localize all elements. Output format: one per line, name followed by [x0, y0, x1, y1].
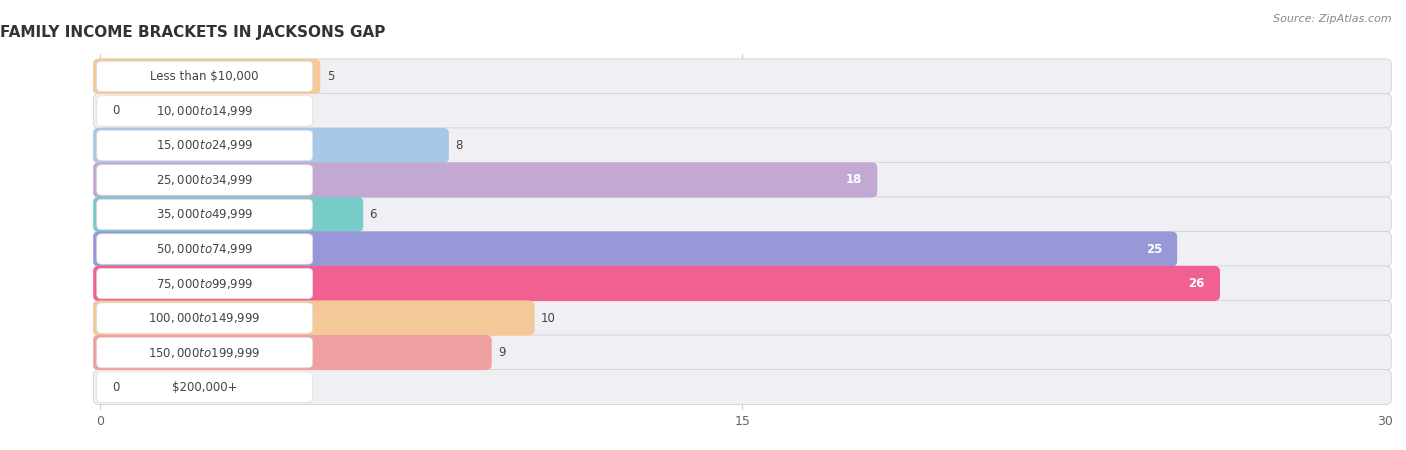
Text: 8: 8	[456, 139, 463, 152]
FancyBboxPatch shape	[93, 231, 1177, 266]
Text: Source: ZipAtlas.com: Source: ZipAtlas.com	[1274, 14, 1392, 23]
FancyBboxPatch shape	[93, 369, 1392, 405]
Text: Less than $10,000: Less than $10,000	[150, 70, 259, 83]
Text: $15,000 to $24,999: $15,000 to $24,999	[156, 139, 253, 153]
Text: $75,000 to $99,999: $75,000 to $99,999	[156, 276, 253, 291]
FancyBboxPatch shape	[93, 93, 1392, 129]
FancyBboxPatch shape	[93, 197, 1392, 232]
Text: 26: 26	[1188, 277, 1205, 290]
FancyBboxPatch shape	[97, 96, 312, 126]
FancyBboxPatch shape	[93, 335, 1392, 370]
Text: 5: 5	[326, 70, 335, 83]
Text: $10,000 to $14,999: $10,000 to $14,999	[156, 104, 253, 118]
Text: 0: 0	[112, 381, 120, 394]
FancyBboxPatch shape	[97, 61, 312, 92]
FancyBboxPatch shape	[97, 199, 312, 230]
FancyBboxPatch shape	[97, 372, 312, 402]
FancyBboxPatch shape	[93, 162, 877, 198]
Text: $35,000 to $49,999: $35,000 to $49,999	[156, 207, 253, 221]
FancyBboxPatch shape	[93, 266, 1392, 301]
FancyBboxPatch shape	[93, 128, 1392, 163]
FancyBboxPatch shape	[93, 59, 321, 94]
Text: FAMILY INCOME BRACKETS IN JACKSONS GAP: FAMILY INCOME BRACKETS IN JACKSONS GAP	[0, 25, 385, 40]
FancyBboxPatch shape	[97, 234, 312, 264]
FancyBboxPatch shape	[97, 130, 312, 161]
FancyBboxPatch shape	[93, 231, 1392, 266]
Text: $25,000 to $34,999: $25,000 to $34,999	[156, 173, 253, 187]
Text: 18: 18	[846, 174, 862, 186]
FancyBboxPatch shape	[93, 301, 1392, 336]
Text: $200,000+: $200,000+	[172, 381, 238, 394]
Text: 25: 25	[1146, 243, 1163, 256]
Text: $150,000 to $199,999: $150,000 to $199,999	[149, 346, 262, 360]
Text: 6: 6	[370, 208, 377, 221]
Text: 9: 9	[498, 346, 506, 359]
FancyBboxPatch shape	[97, 268, 312, 299]
Text: $100,000 to $149,999: $100,000 to $149,999	[149, 311, 262, 325]
FancyBboxPatch shape	[93, 162, 1392, 198]
Text: 10: 10	[541, 311, 555, 324]
FancyBboxPatch shape	[97, 303, 312, 333]
FancyBboxPatch shape	[93, 301, 534, 336]
Text: 0: 0	[112, 104, 120, 117]
FancyBboxPatch shape	[97, 338, 312, 368]
FancyBboxPatch shape	[93, 197, 363, 232]
FancyBboxPatch shape	[93, 266, 1220, 301]
FancyBboxPatch shape	[93, 335, 492, 370]
FancyBboxPatch shape	[97, 165, 312, 195]
FancyBboxPatch shape	[93, 59, 1392, 94]
FancyBboxPatch shape	[93, 128, 449, 163]
Text: $50,000 to $74,999: $50,000 to $74,999	[156, 242, 253, 256]
